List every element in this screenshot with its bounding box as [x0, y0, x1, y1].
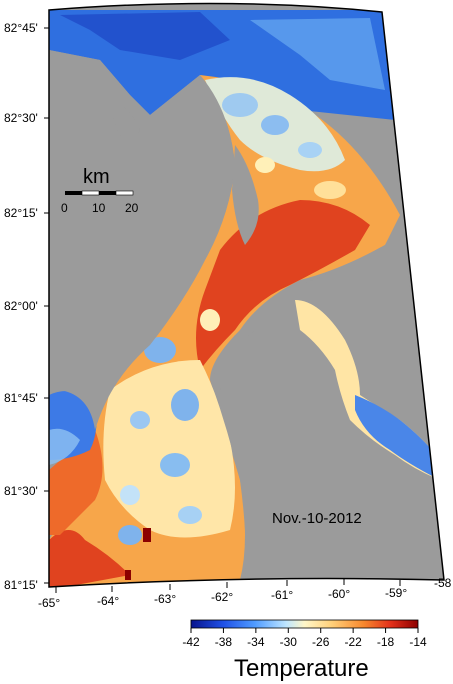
lat-label: 82°30'	[4, 111, 38, 125]
lon-label: -58	[434, 576, 452, 590]
northern-water-shading	[60, 12, 230, 60]
hot-spot-1	[143, 528, 151, 542]
ice-patch-11	[178, 506, 202, 524]
ice-patch-10	[120, 485, 140, 505]
lat-label: 82°45'	[4, 21, 38, 35]
scalebar-segment-white	[81, 190, 100, 196]
colorbar-tick-label: -26	[312, 635, 330, 649]
lon-label: -60°	[328, 587, 350, 601]
scalebar-segment-white	[115, 190, 134, 196]
lat-label: 82°15'	[4, 206, 38, 220]
ice-patch-7	[171, 389, 199, 421]
colorbar: -42 -38 -34 -30 -26 -22 -18 -14 Temperature	[182, 619, 427, 682]
greenland-landmass	[49, 50, 235, 430]
colorbar-bar	[190, 619, 419, 629]
lon-label: -63°	[154, 592, 176, 606]
fjord-cold-overlay	[355, 395, 440, 480]
lon-label: -62°	[211, 590, 233, 604]
ice-patch-5	[314, 181, 346, 199]
colorbar-tick-label: -42	[182, 635, 200, 649]
channel-hot-zone	[196, 200, 370, 370]
hot-zone-west	[49, 430, 103, 535]
scalebar-tick-label: 10	[92, 201, 106, 215]
ice-patch-13	[200, 309, 220, 331]
date-label: Nov.-10-2012	[272, 510, 362, 527]
west-cold-water-light	[49, 428, 80, 465]
ice-patch-6	[144, 337, 176, 363]
lat-label: 81°15'	[4, 578, 38, 592]
colorbar-tick-label: -34	[247, 635, 265, 649]
ice-patch-3	[298, 142, 322, 158]
lat-label: 81°30'	[4, 484, 38, 498]
colorbar-tick-label: -18	[377, 635, 395, 649]
ice-patch-9	[160, 453, 190, 477]
scalebar-tick-label: 20	[125, 201, 139, 215]
scalebar: km 0 10 20	[61, 166, 139, 215]
lat-label: 81°45'	[4, 391, 38, 405]
scalebar-unit: km	[83, 166, 110, 188]
colorbar-ticks: -42 -38 -34 -30 -26 -22 -18 -14	[182, 628, 427, 649]
ice-patch-2	[261, 115, 289, 135]
hot-zone-south	[49, 530, 130, 587]
colorbar-tick-label: -38	[215, 635, 233, 649]
frame-ticks	[44, 27, 401, 593]
northern-water-light	[250, 18, 385, 90]
eastern-landmass	[212, 225, 444, 580]
lon-label: -64°	[97, 594, 119, 608]
colorbar-tick-label: -22	[344, 635, 362, 649]
ellesmere-coast	[232, 145, 259, 245]
scalebar-segment-black	[99, 191, 116, 195]
hot-spot-2	[125, 570, 131, 580]
map-content	[49, 10, 444, 587]
ice-patch-12	[118, 525, 142, 545]
greenland-inlet	[110, 100, 140, 137]
colorbar-title: Temperature	[234, 655, 369, 682]
scalebar-segment-black	[65, 191, 82, 195]
lat-label: 82°00'	[4, 299, 38, 313]
ice-patch-4	[255, 157, 275, 173]
map-border	[48, 2, 445, 588]
scalebar-tick-label: 0	[61, 201, 68, 215]
ice-patch-8	[130, 411, 150, 429]
ice-patch-1	[222, 93, 258, 117]
lon-label: -61°	[271, 588, 293, 602]
greenland-southeast-coast	[212, 335, 240, 390]
lon-label: -65°	[38, 596, 60, 610]
colorbar-tick-label: -30	[280, 635, 298, 649]
colorbar-tick-label: -14	[409, 635, 427, 649]
lon-label: -59°	[385, 586, 407, 600]
